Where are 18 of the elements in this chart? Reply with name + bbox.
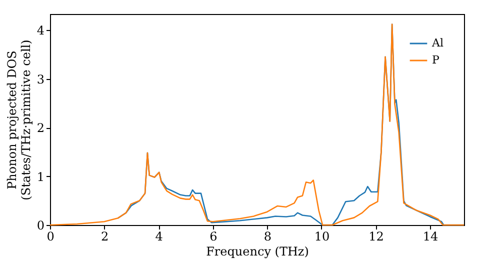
x-tick-label: 4: [155, 230, 164, 244]
y-tick-label: 4: [36, 24, 45, 38]
x-tick-label: 8: [264, 230, 272, 244]
x-tick-label: 12: [368, 230, 384, 244]
x-axis-title: Frequency (THz): [206, 244, 309, 258]
y-tick-label: 3: [36, 72, 44, 86]
legend-label: Al: [431, 36, 444, 50]
y-tick-label: 2: [36, 121, 44, 136]
y-tick-label: 1: [36, 170, 44, 184]
x-tick-label: 10: [314, 230, 330, 244]
y-tick-label: 0: [36, 218, 44, 232]
line-series: [49, 24, 465, 226]
x-tick-label: 14: [422, 230, 439, 244]
legend-label: P: [432, 54, 440, 66]
y-axis-title: Phonon projected DOS (States/THz·primitive cell): [4, 40, 33, 200]
x-tick-label: 6: [210, 230, 218, 244]
x-tick-label: 0: [46, 230, 54, 244]
x-tick-label: 2: [100, 230, 109, 244]
